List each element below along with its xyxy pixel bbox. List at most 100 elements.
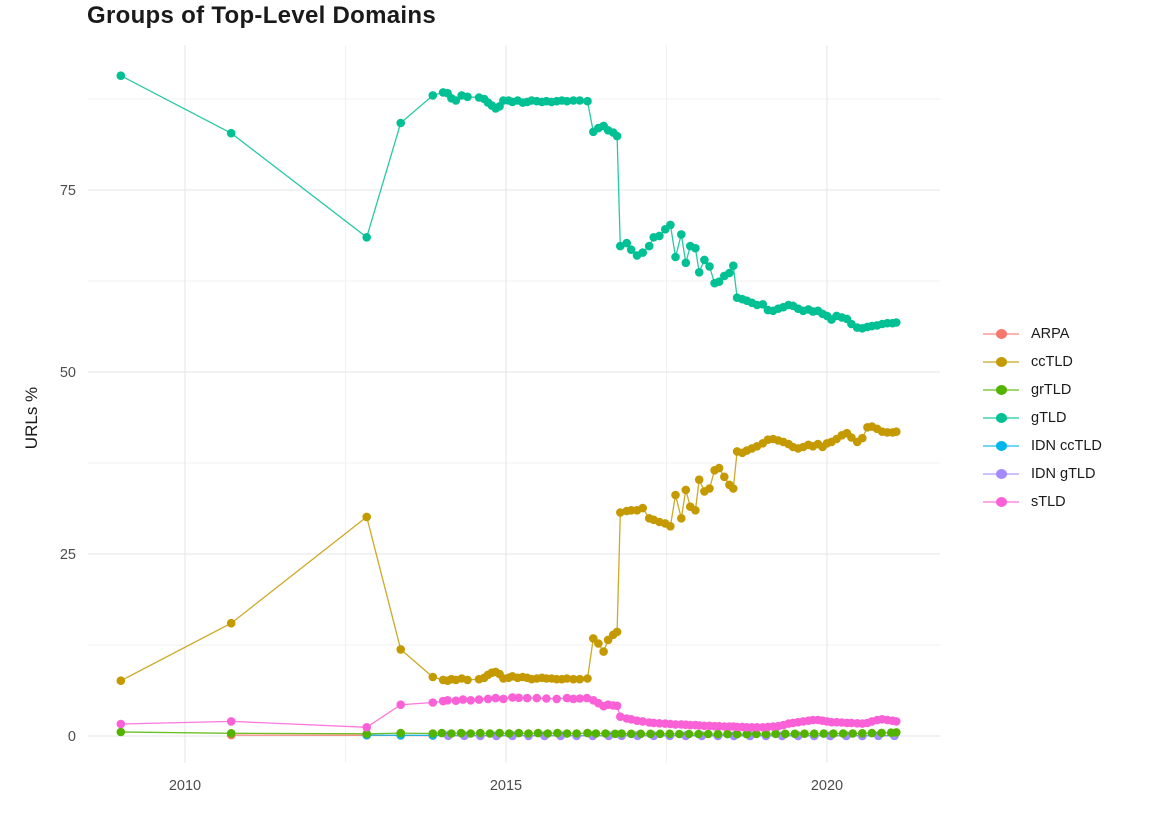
data-point xyxy=(610,729,620,739)
legend-item-grtld: grTLD xyxy=(983,376,1102,404)
data-point xyxy=(691,506,700,515)
data-point xyxy=(638,717,647,726)
data-point xyxy=(666,220,675,230)
data-point xyxy=(508,693,517,702)
data-point xyxy=(466,696,476,705)
data-point xyxy=(443,696,452,705)
data-point xyxy=(725,268,734,278)
legend-label: IDN gTLD xyxy=(1031,466,1096,482)
data-point xyxy=(829,729,838,738)
data-point xyxy=(428,91,438,100)
data-point xyxy=(599,647,608,656)
x-tick-label: 2015 xyxy=(490,778,522,794)
data-point xyxy=(226,717,236,726)
data-point xyxy=(463,92,472,102)
data-point xyxy=(638,248,647,257)
axis-tick-labels: 0 25 50 75 2010 2015 2020 xyxy=(60,183,843,794)
data-point xyxy=(116,727,126,737)
legend-label: gTLD xyxy=(1031,410,1067,426)
legend-key-dot xyxy=(996,441,1007,451)
data-point xyxy=(583,96,592,106)
data-point xyxy=(684,729,694,739)
data-point xyxy=(447,729,456,738)
data-point xyxy=(714,277,724,287)
legend-key-icon xyxy=(983,383,1019,397)
data-point xyxy=(694,729,703,739)
data-point xyxy=(569,694,578,704)
legend-key-dot xyxy=(996,469,1007,479)
data-point xyxy=(362,729,372,739)
chart-title: Groups of Top-Level Domains xyxy=(87,2,437,29)
data-point xyxy=(562,96,572,106)
data-point xyxy=(437,728,447,738)
legend-label: ccTLD xyxy=(1031,354,1073,370)
data-point xyxy=(451,96,461,105)
data-point xyxy=(809,729,819,738)
data-point xyxy=(723,729,732,739)
series-stld xyxy=(116,693,901,732)
x-tick-label: 2020 xyxy=(811,778,843,794)
data-point xyxy=(458,695,468,704)
legend-item-arpa: ARPA xyxy=(983,320,1102,348)
data-point xyxy=(575,96,585,105)
data-point xyxy=(569,96,578,105)
data-point xyxy=(758,300,768,309)
data-point xyxy=(742,729,752,739)
data-point xyxy=(705,484,714,493)
data-point xyxy=(583,728,592,738)
legend-label: grTLD xyxy=(1031,382,1072,398)
data-point xyxy=(858,433,867,443)
data-point xyxy=(504,729,514,738)
data-point xyxy=(677,230,686,239)
data-point xyxy=(116,676,126,685)
data-point xyxy=(617,729,626,738)
data-point xyxy=(694,475,704,485)
data-point xyxy=(892,717,901,726)
data-point xyxy=(463,675,472,685)
data-point xyxy=(562,693,572,703)
y-tick-label: 25 xyxy=(60,547,76,563)
data-point xyxy=(655,729,665,739)
data-point xyxy=(732,729,742,739)
data-point xyxy=(514,728,524,738)
data-point xyxy=(666,522,675,531)
data-point xyxy=(362,723,372,732)
data-point xyxy=(396,728,406,738)
x-tick-label: 2010 xyxy=(169,778,201,794)
data-point xyxy=(396,118,406,128)
data-point xyxy=(694,268,704,277)
legend-item-gtld: gTLD xyxy=(983,404,1102,432)
data-point xyxy=(781,729,790,739)
data-point xyxy=(562,674,572,683)
data-point xyxy=(499,694,508,704)
series-grtld xyxy=(116,727,901,739)
data-point xyxy=(362,233,372,242)
legend-key-icon xyxy=(983,355,1019,369)
data-point xyxy=(396,645,406,654)
data-point xyxy=(790,729,800,739)
data-point xyxy=(456,728,466,738)
data-point xyxy=(485,729,495,738)
legend: ARPA ccTLD grTLD gTLD IDN ccTLD IDN gTLD sTLD xyxy=(983,320,1102,516)
data-point xyxy=(428,729,438,738)
legend-label: ARPA xyxy=(1031,326,1070,342)
data-point xyxy=(705,262,714,271)
data-point xyxy=(542,694,551,703)
data-point xyxy=(533,728,543,738)
data-point xyxy=(644,241,654,251)
legend-key-icon xyxy=(983,467,1019,481)
legend-key-icon xyxy=(983,495,1019,509)
data-point xyxy=(626,245,636,254)
legend-label: IDN ccTLD xyxy=(1031,438,1102,454)
legend-item-cctld: ccTLD xyxy=(983,348,1102,376)
data-point xyxy=(761,729,771,739)
data-point xyxy=(612,131,622,141)
data-point xyxy=(532,693,542,703)
data-point xyxy=(691,243,700,253)
data-point xyxy=(819,729,829,738)
data-point xyxy=(703,729,713,739)
data-point xyxy=(466,729,476,738)
legend-key-dot xyxy=(996,385,1007,395)
data-point xyxy=(362,512,372,522)
